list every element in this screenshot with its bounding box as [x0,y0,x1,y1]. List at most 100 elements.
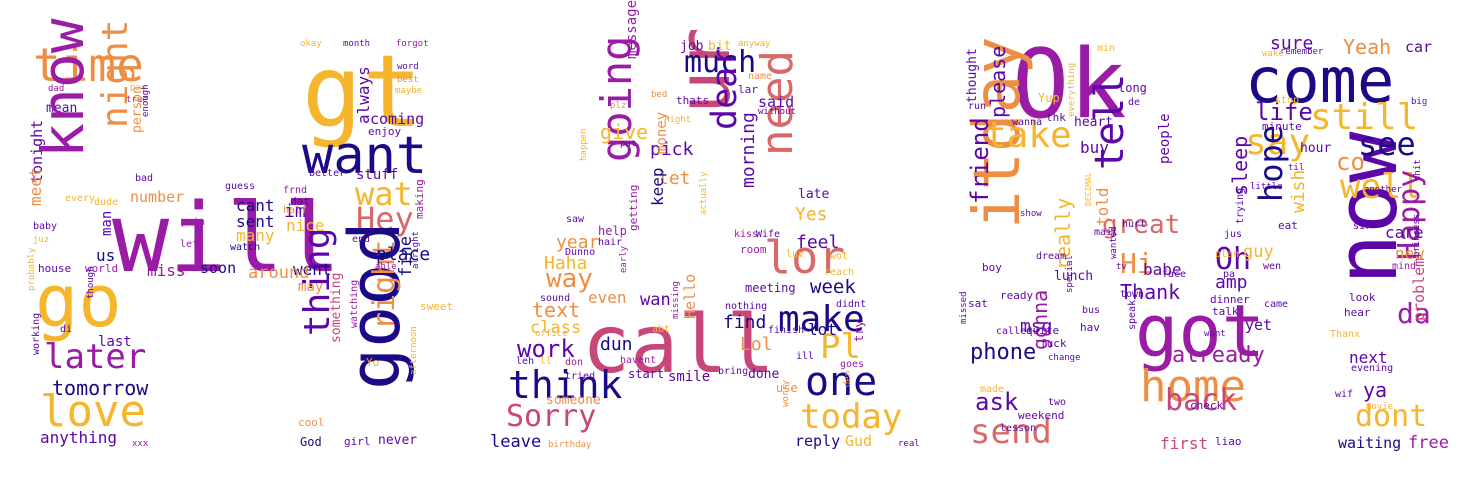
word: miss [147,261,186,280]
word: reply [795,432,841,450]
word: many [236,226,275,245]
word: eat [1278,219,1298,232]
word: remember [1280,47,1324,57]
word: watch [230,242,261,253]
word: lor [764,231,846,284]
word: called [996,326,1033,337]
word: lar [738,83,758,96]
word: trying [1235,187,1246,224]
word: nothing [725,301,768,312]
word: Yo [366,356,380,369]
word: even [588,288,627,307]
word: dream [1036,251,1067,262]
word: im [284,201,306,222]
word: ill [796,351,815,362]
word: til [1288,163,1305,173]
word: real [898,439,920,449]
word: number [130,188,185,206]
word: abt [652,324,671,335]
word: frnd [283,185,308,196]
word: Gud [845,432,873,450]
word: please [986,45,1010,118]
word: wat [355,175,413,213]
word: guy [1243,242,1274,262]
word: mail [1094,227,1119,238]
word: Yup [1038,91,1060,105]
word: watching [349,279,360,328]
word: world [85,262,119,275]
word: dude [94,197,119,208]
word: guess [225,181,256,192]
word: run [968,101,987,112]
word: happen [579,128,589,161]
word: look [1349,291,1376,304]
word: co [1336,148,1365,176]
word: wont [1204,329,1226,339]
word: name [748,71,773,82]
word: best [397,75,419,85]
word: xxx [132,439,149,449]
word: mind [1392,261,1417,272]
word: keep [648,167,667,206]
word: someone [546,393,601,408]
word: today [800,397,903,437]
word: missing [671,281,681,319]
word: think [508,363,623,407]
word: missed [959,291,969,324]
word: shit [1413,159,1423,181]
word: leave [490,432,542,452]
word: afternoon [409,326,419,375]
word: plz [610,101,627,111]
word: little [1250,182,1283,192]
word: sir [1353,221,1372,232]
word: wen [1263,261,1282,272]
word: ya [1363,378,1388,402]
word: anything [40,428,118,447]
word: word [397,62,419,72]
word: people [1157,113,1173,164]
word: tried [565,371,596,382]
word: maybe [395,86,423,96]
word: half [283,205,308,216]
word: plan [1215,249,1240,260]
word: put [620,139,637,149]
word: nice [286,216,325,235]
word: waiting [1338,434,1402,452]
word: still [1310,97,1419,138]
word: lot [808,320,837,339]
word: us [96,246,116,265]
word: di [60,324,73,335]
word: pain [181,217,206,228]
word: buy [1080,138,1109,157]
word: dinner [1210,293,1250,306]
word: havent [620,355,657,366]
word: night [95,19,136,128]
word: princess [1412,213,1422,257]
word: wanna [1012,117,1043,128]
word: forgot [396,39,429,49]
word: come [1245,44,1395,117]
word: pa [1223,269,1236,280]
word: baby [33,221,58,232]
word: Thank [1120,280,1181,304]
word: person [130,86,145,133]
word: may [298,279,324,295]
word: ready [1000,289,1034,302]
word: around [248,263,310,283]
word: came [1264,299,1289,310]
word: movie [1366,402,1394,412]
word: cool [298,416,325,429]
word: able [375,262,397,272]
word: jus [1224,229,1243,240]
word: Oh [1215,242,1252,277]
word: man [99,210,115,236]
word: coming [370,110,425,128]
word: hurt [1122,219,1147,230]
word: worry [781,379,791,407]
word: minute [1262,120,1302,133]
word: time [33,38,144,92]
word: liao [1215,435,1242,448]
word: last [98,334,132,350]
word: bring [718,366,749,377]
word: life [1255,98,1313,126]
